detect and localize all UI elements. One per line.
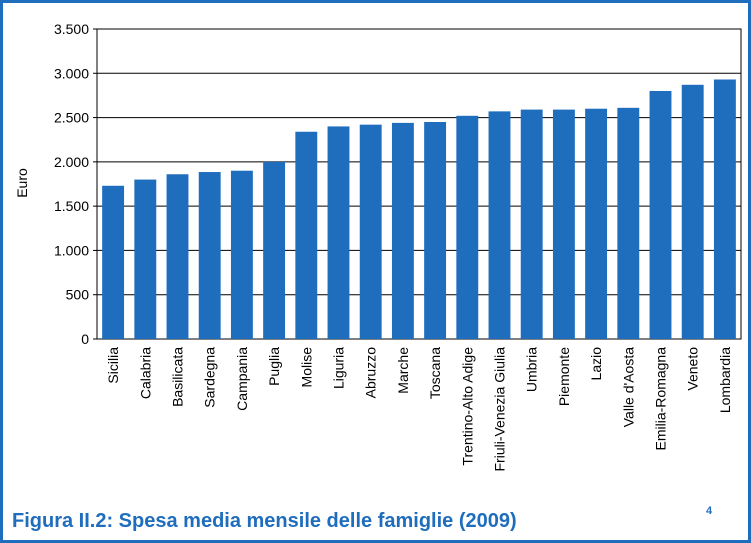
x-tick-label: Friuli-Venezia Giulia <box>492 347 508 472</box>
caption: Figura II.2: Spesa media mensile delle f… <box>12 510 517 532</box>
x-tick-label: Sicilia <box>105 347 121 384</box>
y-tick-label: 500 <box>66 287 90 303</box>
bar <box>520 109 543 339</box>
x-tick-label: Basilicata <box>170 347 186 407</box>
x-tick-label: Lazio <box>588 347 604 381</box>
bar <box>295 131 318 339</box>
bar <box>424 122 447 339</box>
bar <box>391 122 414 339</box>
x-tick-label: Valle d'Aosta <box>620 347 636 427</box>
y-tick-label: 2.500 <box>54 110 89 126</box>
x-tick-label: Veneto <box>685 347 701 391</box>
bar <box>166 174 189 339</box>
x-tick-label: Marche <box>395 347 411 394</box>
x-tick-label: Piemonte <box>556 347 572 406</box>
x-tick-label: Sardegna <box>202 347 218 408</box>
bar <box>456 115 479 339</box>
bar <box>649 91 672 339</box>
x-tick-label: Emilia-Romagna <box>653 347 669 451</box>
x-tick-label: Abruzzo <box>363 347 379 399</box>
bar <box>359 124 382 340</box>
x-tick-label: Puglia <box>266 347 282 386</box>
y-tick-label: 2.000 <box>54 154 89 170</box>
bar <box>617 107 640 339</box>
y-axis-label: Euro <box>14 168 30 198</box>
bar <box>585 108 608 339</box>
y-tick-label: 3.500 <box>54 21 89 37</box>
bar <box>263 161 286 339</box>
x-tick-label: Campania <box>234 347 250 411</box>
x-tick-label: Umbria <box>524 347 540 392</box>
x-tick-label: Toscana <box>427 347 443 399</box>
bar <box>552 109 575 339</box>
y-tick-label: 1.500 <box>54 198 89 214</box>
bar <box>327 126 350 339</box>
x-tick-label: Molise <box>298 347 314 388</box>
y-tick-label: 1.000 <box>54 242 89 258</box>
bar <box>713 79 736 339</box>
bar <box>134 179 157 339</box>
x-tick-label: Liguria <box>331 347 347 389</box>
bar <box>230 170 253 339</box>
plot-border <box>96 28 742 340</box>
bar <box>488 111 511 339</box>
bar <box>102 185 125 339</box>
footnote-marker: 4 <box>706 505 713 517</box>
x-tick-label: Trentino-Alto Adige <box>459 347 475 466</box>
x-tick-label: Calabria <box>137 347 153 399</box>
bar <box>681 84 704 339</box>
bar <box>198 172 221 339</box>
y-tick-label: 0 <box>81 331 89 347</box>
y-tick-label: 3.000 <box>54 65 89 81</box>
x-tick-label: Lombardia <box>717 347 733 413</box>
